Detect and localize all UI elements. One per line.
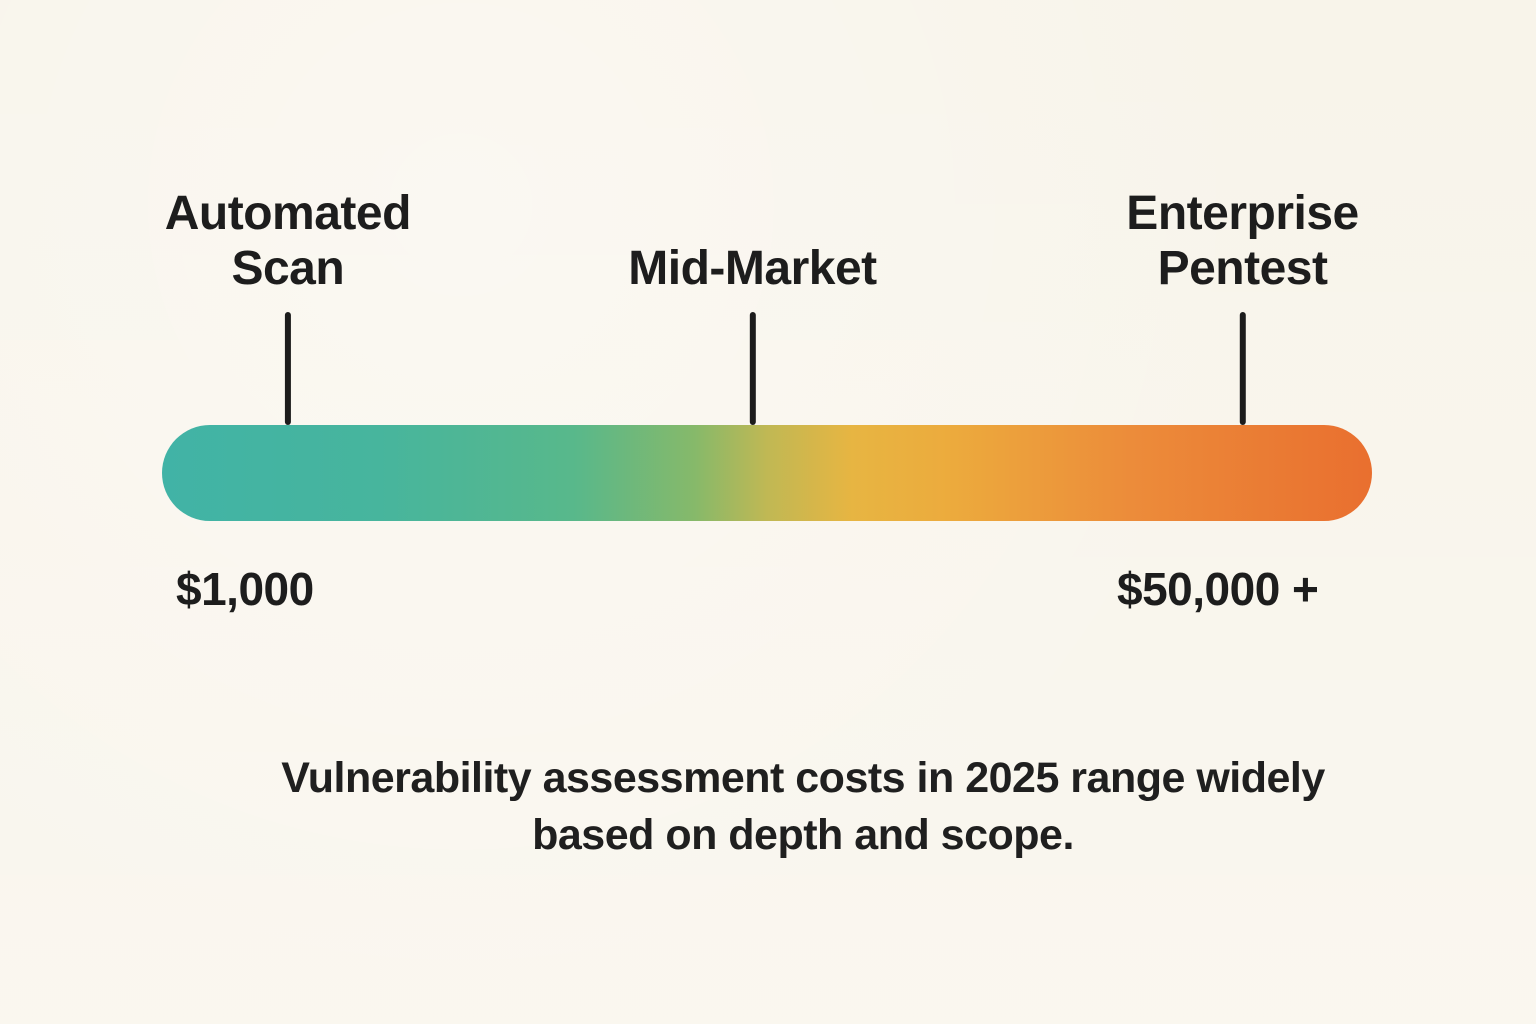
- max-price-label: $50,000 +: [1117, 563, 1319, 615]
- cost-scale-chart: Automated Scan Mid-Market Enterprise Pen…: [162, 187, 1372, 521]
- marker-label-mid-market: Mid-Market: [628, 241, 877, 295]
- tick-enterprise-pentest: [1239, 312, 1246, 425]
- tick-mid-market: [749, 312, 756, 425]
- tick-automated-scan: [284, 312, 291, 425]
- marker-label-enterprise-pentest: Enterprise Pentest: [1126, 186, 1359, 295]
- marker-label-automated-scan: Automated Scan: [164, 186, 412, 295]
- marker-automated-scan: Automated Scan: [165, 186, 411, 425]
- gradient-cost-bar: [162, 425, 1372, 521]
- marker-mid-market: Mid-Market: [628, 241, 877, 425]
- chart-caption: Vulnerability assessment costs in 2025 r…: [281, 754, 1325, 859]
- marker-enterprise-pentest: Enterprise Pentest: [1126, 186, 1359, 425]
- min-price-label: $1,000: [176, 563, 314, 615]
